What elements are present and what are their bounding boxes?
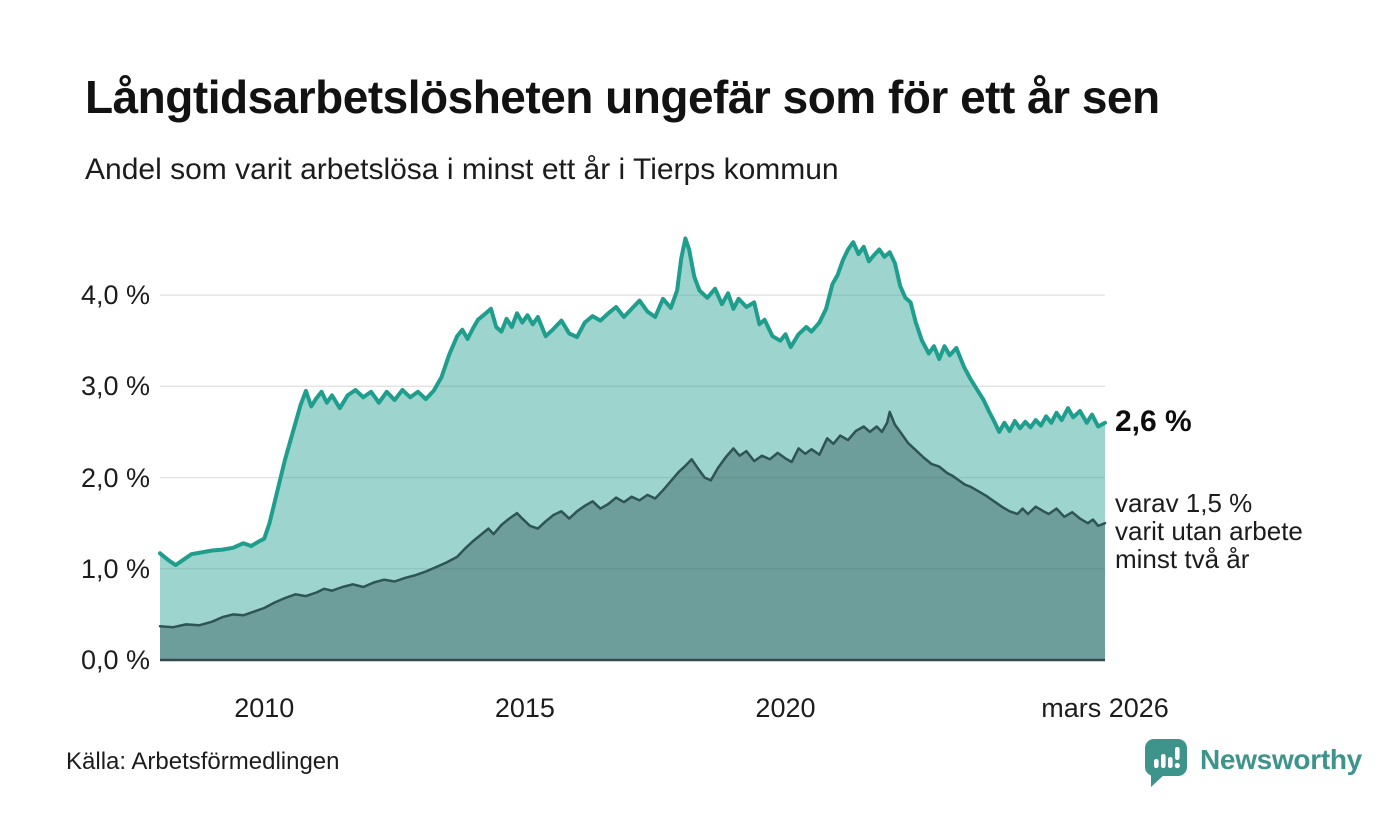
- page-title: Långtidsarbetslösheten ungefär som för e…: [85, 71, 1160, 123]
- newsworthy-branding: Newsworthy: [1144, 738, 1362, 788]
- series-line: [158, 236, 1107, 568]
- newsworthy-logo-icon: [1145, 739, 1187, 787]
- y-axis-tick-label: 4,0 %: [80, 280, 150, 311]
- x-axis-tick-label: 2015: [494, 693, 555, 723]
- secondary-value-annotation: varav 1,5 % varit utan arbete minst två …: [1115, 489, 1303, 573]
- annotation-line: minst två år: [1115, 544, 1250, 575]
- newsworthy-wordmark: Newsworthy: [1200, 744, 1362, 775]
- page-subtitle: Andel som varit arbetslösa i minst ett å…: [85, 153, 839, 186]
- y-axis-tick-label: 1,0 %: [80, 553, 150, 584]
- x-axis-tick-label: 2020: [755, 693, 816, 723]
- annotation-line: varav 1,5 %: [1115, 488, 1253, 519]
- latest-value-label: 2,6 %: [1115, 404, 1192, 438]
- y-axis-tick-label: 2,0 %: [80, 462, 150, 493]
- source-credit: Källa: Arbetsförmedlingen: [66, 748, 340, 775]
- area-fill: [160, 411, 1105, 660]
- y-axis-tick-label: 3,0 %: [80, 371, 150, 402]
- y-axis-tick-label: 0,0 %: [80, 645, 150, 675]
- series-line: [158, 410, 1107, 629]
- annotation-line: varit utan arbete: [1115, 516, 1303, 547]
- area-fill: [160, 238, 1105, 660]
- x-axis-tick-label: 2010: [234, 693, 295, 723]
- x-axis-tick-label: mars 2026: [1041, 693, 1169, 723]
